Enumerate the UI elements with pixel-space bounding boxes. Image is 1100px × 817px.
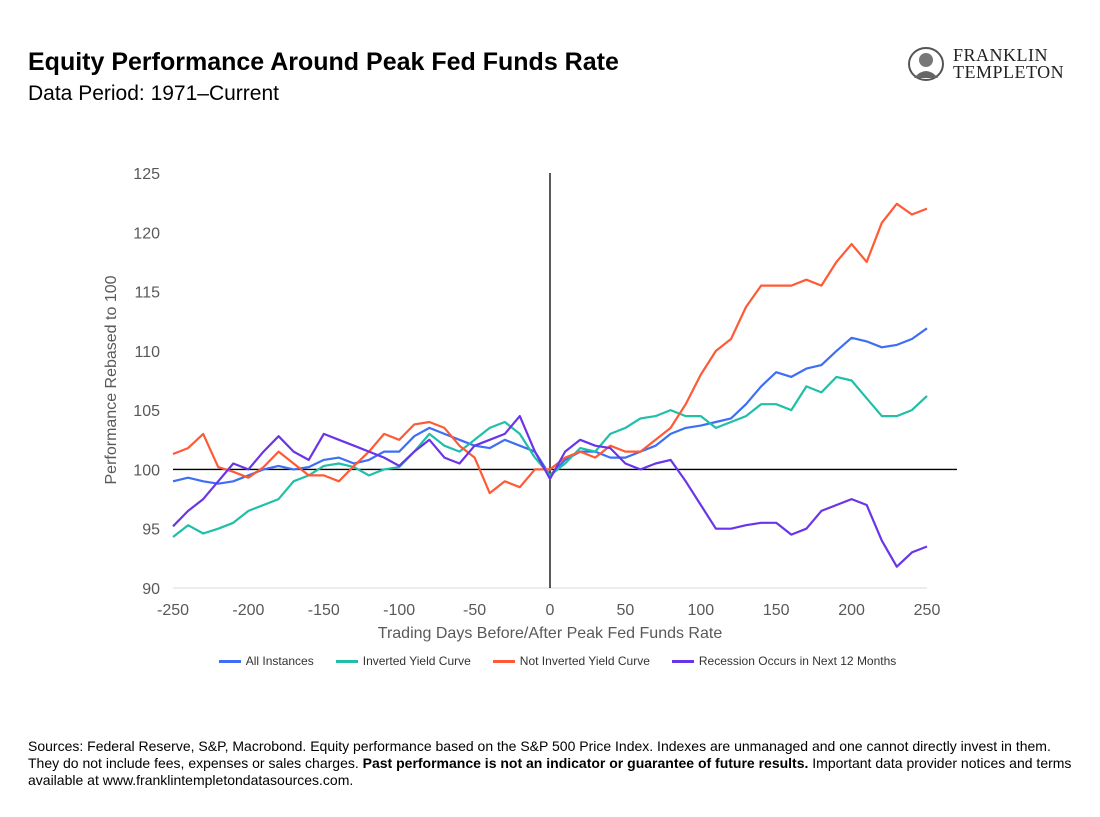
line-chart: 90 95 100 105 110 115 120 125 -250 -200 -150 -100 -5… [103, 166, 957, 642]
chart-subtitle: Data Period: 1971–Current [28, 82, 279, 105]
footnote-sources: Sources: Federal Reserve, S&P, Macrobond… [28, 738, 1051, 771]
legend: All Instances Inverted Yield Curve Not Inv… [0, 654, 1100, 668]
series-line-recession-occurs-in-next-12-months [172, 415, 928, 568]
x-tick-label: 100 [687, 602, 714, 619]
chart-title: Equity Performance Around Peak Fed Funds… [28, 48, 619, 76]
footnote: Sources: Federal Reserve, S&P, Macrobond… [28, 738, 1078, 789]
legend-item: Not Inverted Yield Curve [492, 654, 650, 668]
y-tick-label: 110 [134, 344, 160, 361]
legend-label: Inverted Yield Curve [362, 654, 471, 668]
series-line-not-inverted-yield-curve [172, 202, 928, 495]
y-tick-label: 100 [133, 462, 160, 479]
legend-item: Recession Occurs in Next 12 Months [671, 654, 897, 668]
legend-swatch [492, 659, 515, 663]
y-tick-label: 125 [133, 166, 160, 183]
legend-swatch [671, 659, 694, 663]
legend-label: All Instances [245, 654, 314, 668]
y-tick-label: 115 [134, 285, 160, 302]
x-tick-label: 200 [838, 602, 865, 619]
x-tick-label: -100 [383, 602, 415, 619]
y-tick-label: 95 [142, 522, 160, 539]
y-axis-title: Performance Rebased to 100 [103, 275, 120, 484]
x-tick-label: -150 [308, 602, 340, 619]
legend-swatch [218, 659, 241, 663]
x-tick-label: 0 [546, 602, 555, 619]
y-tick-label: 90 [142, 581, 160, 598]
y-tick-label: 120 [133, 225, 160, 242]
legend-label: Not Inverted Yield Curve [519, 654, 650, 668]
footnote-notices: Important data provider notices and term… [28, 755, 1072, 788]
series-line-inverted-yield-curve [172, 375, 928, 538]
legend-swatch [335, 659, 358, 663]
x-tick-label: -50 [463, 602, 486, 619]
x-tick-label: 150 [763, 602, 790, 619]
logo-text: FRANKLIN TEMPLETON [953, 45, 1065, 82]
franklin-portrait-icon [908, 47, 944, 81]
x-tick-label: -250 [157, 602, 189, 619]
footnote-disclaimer: Past performance is not an indicator or … [362, 755, 809, 771]
legend-label: Recession Occurs in Next 12 Months [698, 654, 897, 668]
franklin-templeton-logo: FRANKLIN TEMPLETON [905, 46, 1064, 82]
x-tick-label: 250 [914, 602, 941, 619]
legend-item: Inverted Yield Curve [335, 654, 471, 668]
x-tick-label: -200 [232, 602, 264, 619]
y-tick-label: 105 [133, 403, 160, 420]
x-axis-title: Trading Days Before/After Peak Fed Funds… [378, 625, 723, 642]
legend-item: All Instances [218, 654, 314, 668]
x-tick-label: 50 [617, 602, 635, 619]
